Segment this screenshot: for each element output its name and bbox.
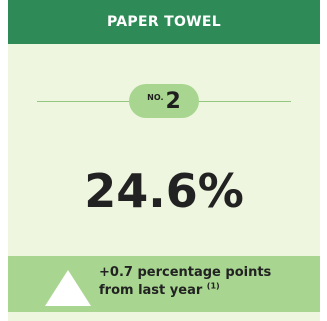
- category-header: PAPER TOWEL: [8, 0, 320, 44]
- rank-value: 2: [165, 88, 181, 114]
- market-share-card: PAPER TOWEL NO. 2 24.6% +0.7 percentage …: [8, 0, 320, 321]
- up-triangle-icon: [45, 270, 91, 306]
- change-text: +0.7 percentage points from last year (1…: [99, 264, 314, 300]
- change-line-1: +0.7 percentage points: [99, 265, 272, 280]
- rank-row: NO. 2: [8, 84, 320, 118]
- change-banner: +0.7 percentage points from last year (1…: [8, 256, 320, 312]
- share-value: 24.6%: [84, 164, 244, 218]
- change-line-2: from last year: [99, 283, 203, 298]
- category-title: PAPER TOWEL: [107, 14, 221, 30]
- rank-prefix: NO.: [147, 92, 164, 102]
- rank-badge: NO. 2: [129, 84, 199, 118]
- change-footnote: (1): [206, 281, 220, 291]
